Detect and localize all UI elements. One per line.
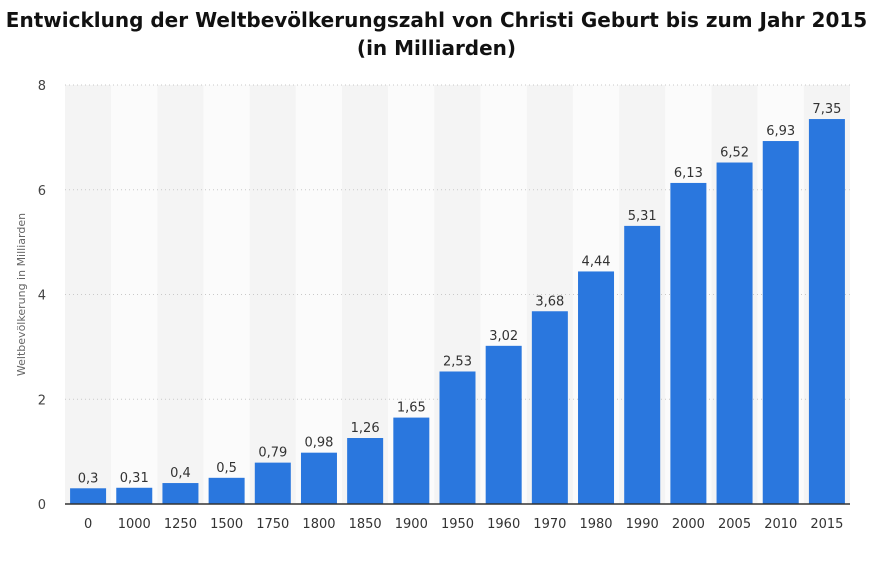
bar-value-label: 0,4 [170, 466, 191, 481]
x-tick-label: 1500 [210, 517, 243, 532]
bar [70, 488, 107, 504]
bar-value-label: 7,35 [812, 102, 841, 117]
x-tick-label: 2010 [764, 517, 797, 532]
bar-value-label: 0,79 [258, 446, 287, 461]
x-tick-label: 1990 [626, 517, 659, 532]
y-tick-label: 4 [38, 289, 46, 304]
plot-column-band [249, 85, 296, 504]
y-tick-label: 0 [38, 498, 46, 513]
bar [439, 371, 476, 504]
x-tick-label: 1900 [395, 517, 428, 532]
bar-value-label: 6,13 [674, 166, 703, 181]
x-tick-label: 1000 [118, 517, 151, 532]
bar-value-label: 6,93 [766, 124, 795, 139]
bar [300, 452, 337, 504]
bar [531, 311, 568, 504]
x-tick-label: 2015 [810, 517, 843, 532]
bar [485, 345, 522, 504]
chart-title: Entwicklung der Weltbevölkerungszahl von… [5, 8, 868, 32]
x-tick-label: 1850 [349, 517, 382, 532]
chart-subtitle: (in Milliarden) [356, 36, 517, 60]
bar [208, 477, 245, 504]
y-axis-title: Weltbevölkerung in Milliarden [15, 213, 28, 376]
x-tick-label: 2000 [672, 517, 705, 532]
plot-column-band [65, 85, 112, 504]
x-tick-label: 1250 [164, 517, 197, 532]
bar-value-label: 0,98 [304, 436, 333, 451]
x-tick-label: 1750 [256, 517, 289, 532]
plot-column-band [111, 85, 158, 504]
bar-value-label: 5,31 [628, 209, 657, 224]
bar [578, 271, 615, 504]
bar-value-label: 3,68 [535, 294, 564, 309]
bar [254, 462, 291, 504]
y-tick-label: 6 [38, 184, 46, 199]
bar-value-label: 6,52 [720, 146, 749, 161]
bar [116, 487, 153, 504]
y-tick-label: 8 [38, 79, 46, 94]
x-tick-label: 1800 [302, 517, 335, 532]
bar-value-label: 2,53 [443, 354, 472, 369]
y-tick-label: 2 [38, 393, 46, 408]
bar [762, 141, 799, 504]
bar [393, 417, 430, 504]
bar-value-label: 3,02 [489, 329, 518, 344]
x-tick-label: 1960 [487, 517, 520, 532]
x-tick-label: 1980 [579, 517, 612, 532]
bar-value-label: 1,26 [351, 421, 380, 436]
plot-column-band [203, 85, 250, 504]
bar [624, 225, 661, 505]
bar-value-label: 0,31 [120, 471, 149, 486]
x-tick-label: 1970 [533, 517, 566, 532]
bar-value-label: 0,5 [216, 461, 237, 476]
bar [347, 438, 384, 504]
bar [670, 182, 707, 504]
x-tick-label: 0 [84, 517, 92, 532]
bar-value-label: 0,3 [78, 471, 99, 486]
bar-value-label: 4,44 [582, 254, 611, 269]
bar [162, 483, 199, 504]
bar [716, 162, 753, 504]
x-tick-label: 1950 [441, 517, 474, 532]
bar [808, 119, 845, 504]
bar-value-label: 1,65 [397, 401, 426, 416]
plot-column-band [295, 85, 343, 504]
plot-column-band [157, 85, 204, 504]
x-tick-label: 2005 [718, 517, 751, 532]
